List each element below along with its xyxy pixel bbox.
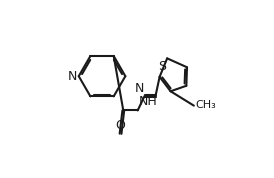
Text: CH₃: CH₃ (195, 100, 216, 110)
Text: N: N (68, 70, 77, 83)
Text: S: S (158, 60, 166, 73)
Text: NH: NH (138, 95, 157, 108)
Text: N: N (135, 82, 144, 95)
Text: O: O (116, 119, 125, 132)
